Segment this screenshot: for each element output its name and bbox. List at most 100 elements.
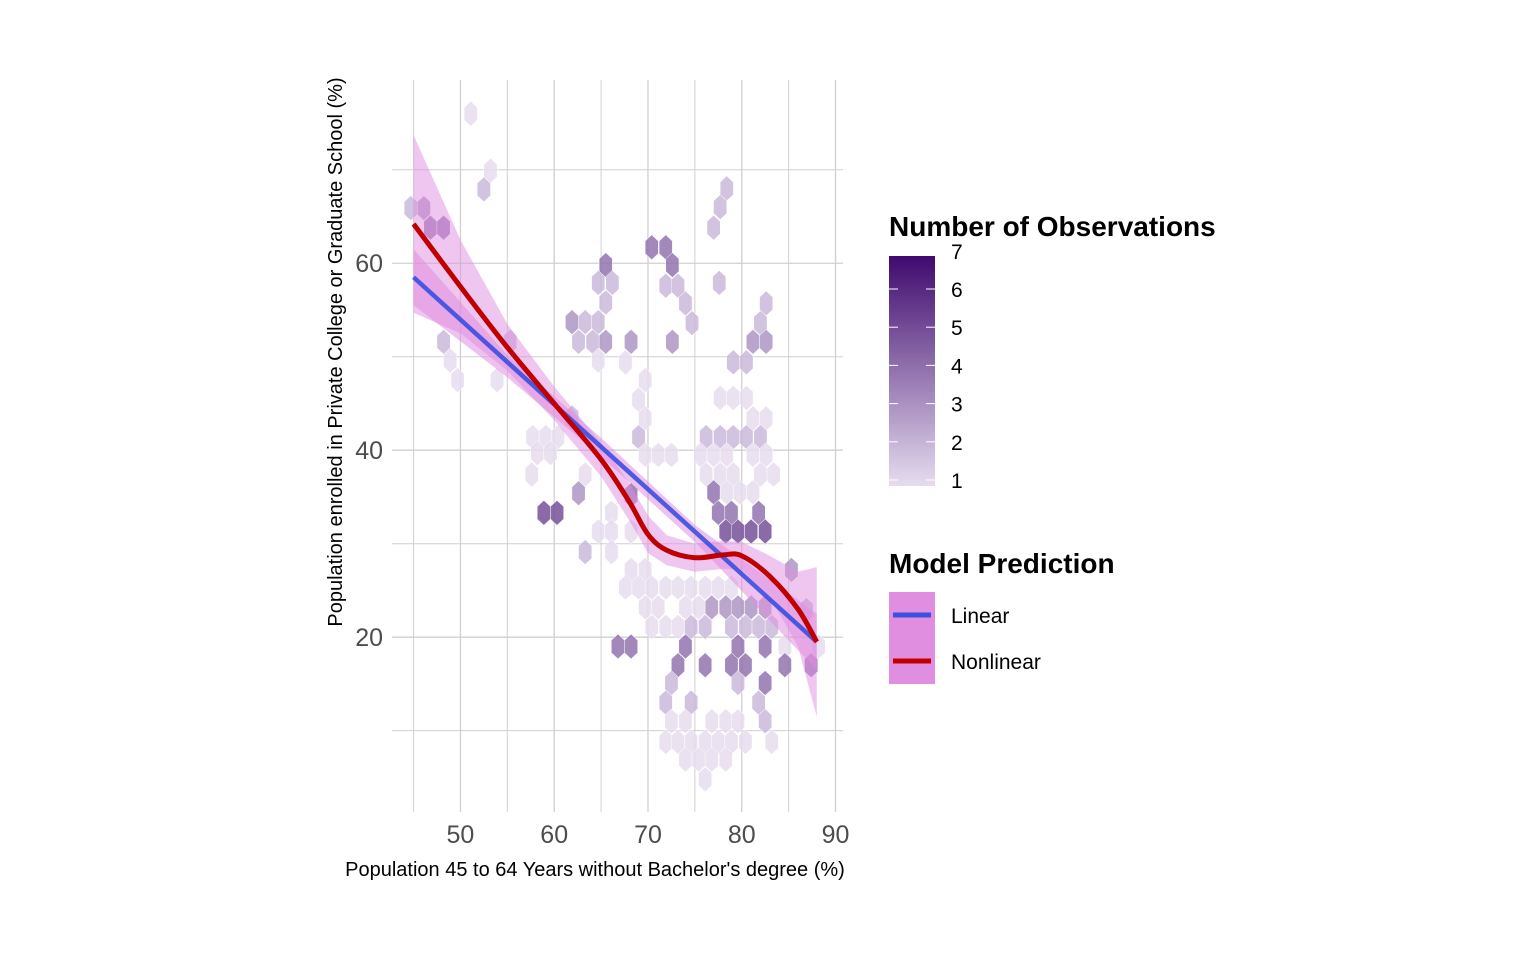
legend-item-label: Linear bbox=[951, 605, 1009, 628]
hexbin bbox=[536, 500, 551, 526]
hexbin bbox=[704, 746, 719, 773]
hexbin bbox=[578, 461, 593, 488]
hexbin bbox=[699, 461, 714, 488]
hexbin bbox=[671, 574, 685, 601]
hexbin bbox=[678, 633, 693, 660]
legend-count-title: Number of Observations bbox=[889, 211, 1216, 242]
hexbin bbox=[665, 329, 680, 355]
model-lines bbox=[411, 222, 819, 644]
hexbin bbox=[698, 574, 713, 601]
x-tick-label: 90 bbox=[822, 821, 850, 849]
legend-colorbar bbox=[889, 256, 935, 486]
hexbin bbox=[678, 708, 693, 735]
hexbin bbox=[450, 367, 465, 393]
hexbin bbox=[658, 614, 673, 640]
hexbin bbox=[591, 347, 606, 374]
hexbin bbox=[713, 385, 728, 411]
hexbin bbox=[744, 518, 759, 545]
hexbin bbox=[644, 574, 659, 601]
hexbin bbox=[624, 633, 638, 660]
hexbin bbox=[671, 614, 685, 640]
x-tick-label: 70 bbox=[634, 821, 662, 849]
hexbin bbox=[463, 100, 478, 127]
hexbin bbox=[706, 214, 721, 241]
hexbin bbox=[719, 442, 734, 468]
hexbin bbox=[766, 461, 781, 488]
colorbar-tick-label: 3 bbox=[951, 394, 963, 417]
y-axis-label: Population enrolled in Private College o… bbox=[325, 77, 347, 626]
legend: Number of Observations 1 2 3 4 5 6 7 Model Pre… bbox=[889, 211, 1216, 684]
hexbin bbox=[476, 176, 491, 203]
colorbar-tick-label: 7 bbox=[951, 241, 963, 264]
colorbar-tick-label: 5 bbox=[951, 317, 963, 340]
hexbin bbox=[704, 594, 719, 621]
hexbin bbox=[746, 479, 760, 506]
hexbin bbox=[698, 766, 713, 793]
hexbin bbox=[738, 729, 753, 755]
hexbin bbox=[698, 614, 713, 640]
hexbin bbox=[777, 652, 792, 678]
hexbin bbox=[664, 708, 679, 735]
hexbin bbox=[698, 652, 713, 678]
hexbin bbox=[571, 329, 586, 355]
hexbin bbox=[524, 461, 539, 488]
hexbin bbox=[591, 270, 606, 296]
y-tick-label: 60 bbox=[355, 250, 383, 278]
hexbin bbox=[651, 442, 666, 468]
hexbin bbox=[738, 652, 753, 678]
legend-item-label: Nonlinear bbox=[951, 651, 1041, 674]
colorbar-tick-label: 4 bbox=[951, 355, 963, 378]
hexbin bbox=[618, 349, 633, 376]
hexbin bbox=[598, 329, 613, 355]
hexbin bbox=[651, 594, 666, 621]
linear-fit-line bbox=[412, 275, 819, 644]
hexbin bbox=[685, 310, 699, 336]
colorbar-tick-label: 6 bbox=[951, 279, 963, 302]
hexbin bbox=[739, 385, 754, 411]
hexbin bbox=[604, 539, 619, 565]
hexbin bbox=[678, 290, 693, 317]
x-axis-label: Population 45 to 64 Years without Bachel… bbox=[345, 859, 845, 881]
hexbin bbox=[704, 708, 719, 735]
hexbin bbox=[658, 574, 673, 601]
hexbin bbox=[764, 729, 779, 755]
y-tick-label: 40 bbox=[355, 437, 383, 465]
legend-model-title: Model Prediction bbox=[889, 548, 1115, 579]
hexbin bbox=[726, 385, 741, 411]
hexbin bbox=[713, 194, 728, 220]
hexbin bbox=[658, 272, 673, 299]
hexbin bbox=[550, 500, 564, 526]
hexbin bbox=[598, 289, 613, 316]
hexbin bbox=[731, 670, 745, 696]
hexbin bbox=[731, 708, 745, 735]
hexbin bbox=[739, 349, 754, 376]
axis-ticks: 50 60 70 80 90 20 40 60 bbox=[355, 250, 849, 849]
hexbin bbox=[658, 729, 673, 755]
hexbin bbox=[664, 442, 679, 468]
colorbar-tick-label: 2 bbox=[951, 432, 963, 455]
hexbins bbox=[403, 100, 826, 793]
hexbin bbox=[605, 270, 620, 296]
hexbin bbox=[543, 440, 558, 466]
hexbin bbox=[758, 518, 773, 545]
hexbin bbox=[443, 347, 458, 374]
hexbin bbox=[644, 614, 659, 640]
hexbin bbox=[671, 272, 685, 299]
hexbin bbox=[718, 708, 733, 735]
x-tick-label: 60 bbox=[540, 821, 568, 849]
hexbin bbox=[758, 708, 773, 735]
hexbin bbox=[726, 349, 741, 376]
hexbin bbox=[578, 539, 593, 565]
y-tick-label: 20 bbox=[355, 624, 383, 652]
hexbin bbox=[638, 367, 653, 393]
hexbin bbox=[712, 270, 727, 296]
hexbin bbox=[665, 252, 680, 278]
hexbin bbox=[724, 614, 739, 640]
hexbin bbox=[758, 670, 773, 696]
hexbin bbox=[624, 329, 638, 355]
x-tick-label: 80 bbox=[728, 821, 756, 849]
hexbin bbox=[718, 746, 733, 773]
hexbin bbox=[591, 518, 606, 545]
hexbin bbox=[578, 309, 593, 335]
